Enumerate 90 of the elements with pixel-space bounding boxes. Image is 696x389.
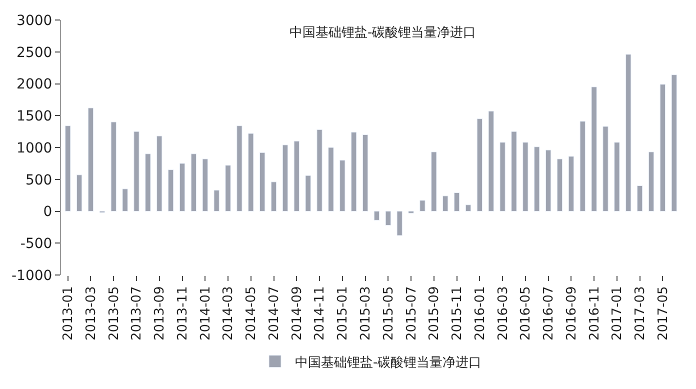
bar bbox=[454, 192, 460, 212]
bar bbox=[431, 152, 437, 212]
x-tick-label: 2014-01 bbox=[198, 286, 214, 341]
bar bbox=[328, 147, 334, 212]
x-tick-label: 2015-07 bbox=[404, 286, 420, 341]
bar bbox=[534, 146, 540, 212]
bar bbox=[65, 126, 71, 212]
bar bbox=[202, 158, 208, 212]
bar bbox=[614, 142, 620, 212]
bar bbox=[637, 186, 643, 212]
x-tick-label: 2014-11 bbox=[312, 286, 328, 341]
x-tick-label: 2016-05 bbox=[518, 286, 534, 341]
x-tick-label: 2013-11 bbox=[175, 286, 190, 341]
bar bbox=[465, 204, 472, 212]
x-tick-label: 2016-11 bbox=[587, 286, 602, 341]
bar bbox=[134, 131, 140, 212]
bar bbox=[340, 160, 346, 212]
bar bbox=[476, 118, 482, 212]
bar bbox=[648, 152, 654, 212]
bar bbox=[179, 163, 186, 212]
bar bbox=[568, 156, 574, 212]
x-tick-label: 2014-03 bbox=[221, 286, 236, 341]
bar bbox=[556, 158, 563, 212]
bar bbox=[362, 134, 368, 212]
bar bbox=[580, 121, 586, 212]
x-tick-label: 2015-09 bbox=[427, 286, 442, 341]
bar bbox=[420, 200, 426, 212]
y-tick-label: 1500 bbox=[16, 108, 52, 125]
x-tick-label: 2013-03 bbox=[84, 286, 99, 341]
bar bbox=[500, 142, 506, 212]
bar bbox=[260, 152, 266, 212]
bar bbox=[270, 182, 277, 212]
x-tick-label: 2013-01 bbox=[61, 286, 76, 341]
bar bbox=[488, 110, 494, 212]
x-tick-label: 2013-07 bbox=[130, 286, 145, 341]
bar bbox=[671, 74, 677, 212]
bar bbox=[316, 129, 322, 212]
y-tick-label: 2500 bbox=[16, 44, 52, 61]
x-tick-label: 2017-03 bbox=[633, 286, 648, 341]
bar bbox=[214, 190, 220, 212]
x-tick-label: 2014-07 bbox=[266, 286, 282, 341]
bar bbox=[305, 175, 311, 212]
bar bbox=[110, 122, 116, 212]
bar bbox=[76, 174, 82, 212]
x-tick-label: 2015-01 bbox=[336, 286, 351, 341]
bar bbox=[442, 196, 448, 212]
bar bbox=[351, 132, 357, 212]
bar bbox=[225, 165, 231, 212]
bar bbox=[522, 142, 528, 212]
x-tick-label: 2014-05 bbox=[244, 286, 260, 341]
x-tick-label: 2016-07 bbox=[542, 286, 557, 341]
bar bbox=[88, 108, 94, 212]
y-tick-label: -500 bbox=[20, 236, 52, 252]
x-tick-label: 2014-09 bbox=[290, 286, 305, 341]
bar bbox=[591, 86, 597, 212]
bar bbox=[122, 188, 128, 212]
y-tick-label: -1000 bbox=[12, 268, 52, 284]
bar bbox=[236, 126, 242, 212]
x-tick-label: 2016-09 bbox=[564, 286, 580, 341]
bar bbox=[602, 126, 608, 212]
y-tick-label: 2000 bbox=[16, 76, 52, 93]
x-tick-label: 2015-11 bbox=[450, 286, 466, 341]
y-tick-label: 0 bbox=[43, 204, 52, 220]
bar bbox=[156, 136, 162, 212]
x-tick-label: 2013-09 bbox=[152, 286, 168, 341]
chart-title: 中国基础锂盐-碳酸锂当量净进口 bbox=[289, 25, 476, 40]
bar bbox=[190, 154, 197, 212]
bar bbox=[168, 170, 174, 212]
bar bbox=[294, 140, 300, 212]
bar bbox=[626, 54, 632, 212]
x-tick-label: 2015-05 bbox=[381, 286, 396, 341]
x-tick-label: 2016-03 bbox=[496, 286, 511, 341]
x-tick-label: 2017-01 bbox=[610, 286, 626, 341]
x-tick-label: 2016-01 bbox=[472, 286, 488, 341]
bar bbox=[396, 211, 402, 236]
bar bbox=[385, 211, 391, 226]
bar bbox=[145, 154, 151, 212]
x-tick-label: 2015-03 bbox=[358, 286, 374, 341]
x-tick-label: 2013-05 bbox=[106, 286, 122, 341]
legend-label: 中国基础锂盐-碳酸锂当量净进口 bbox=[295, 355, 482, 370]
x-tick-label: 2017-05 bbox=[656, 286, 671, 341]
bar bbox=[248, 133, 254, 212]
bar bbox=[374, 211, 380, 220]
bar bbox=[660, 84, 666, 212]
y-tick-label: 500 bbox=[25, 172, 52, 188]
bar bbox=[511, 131, 517, 212]
y-tick-label: 3000 bbox=[16, 12, 52, 29]
bar bbox=[545, 150, 552, 212]
bar bbox=[282, 144, 288, 212]
y-tick-label: 1000 bbox=[16, 140, 52, 156]
